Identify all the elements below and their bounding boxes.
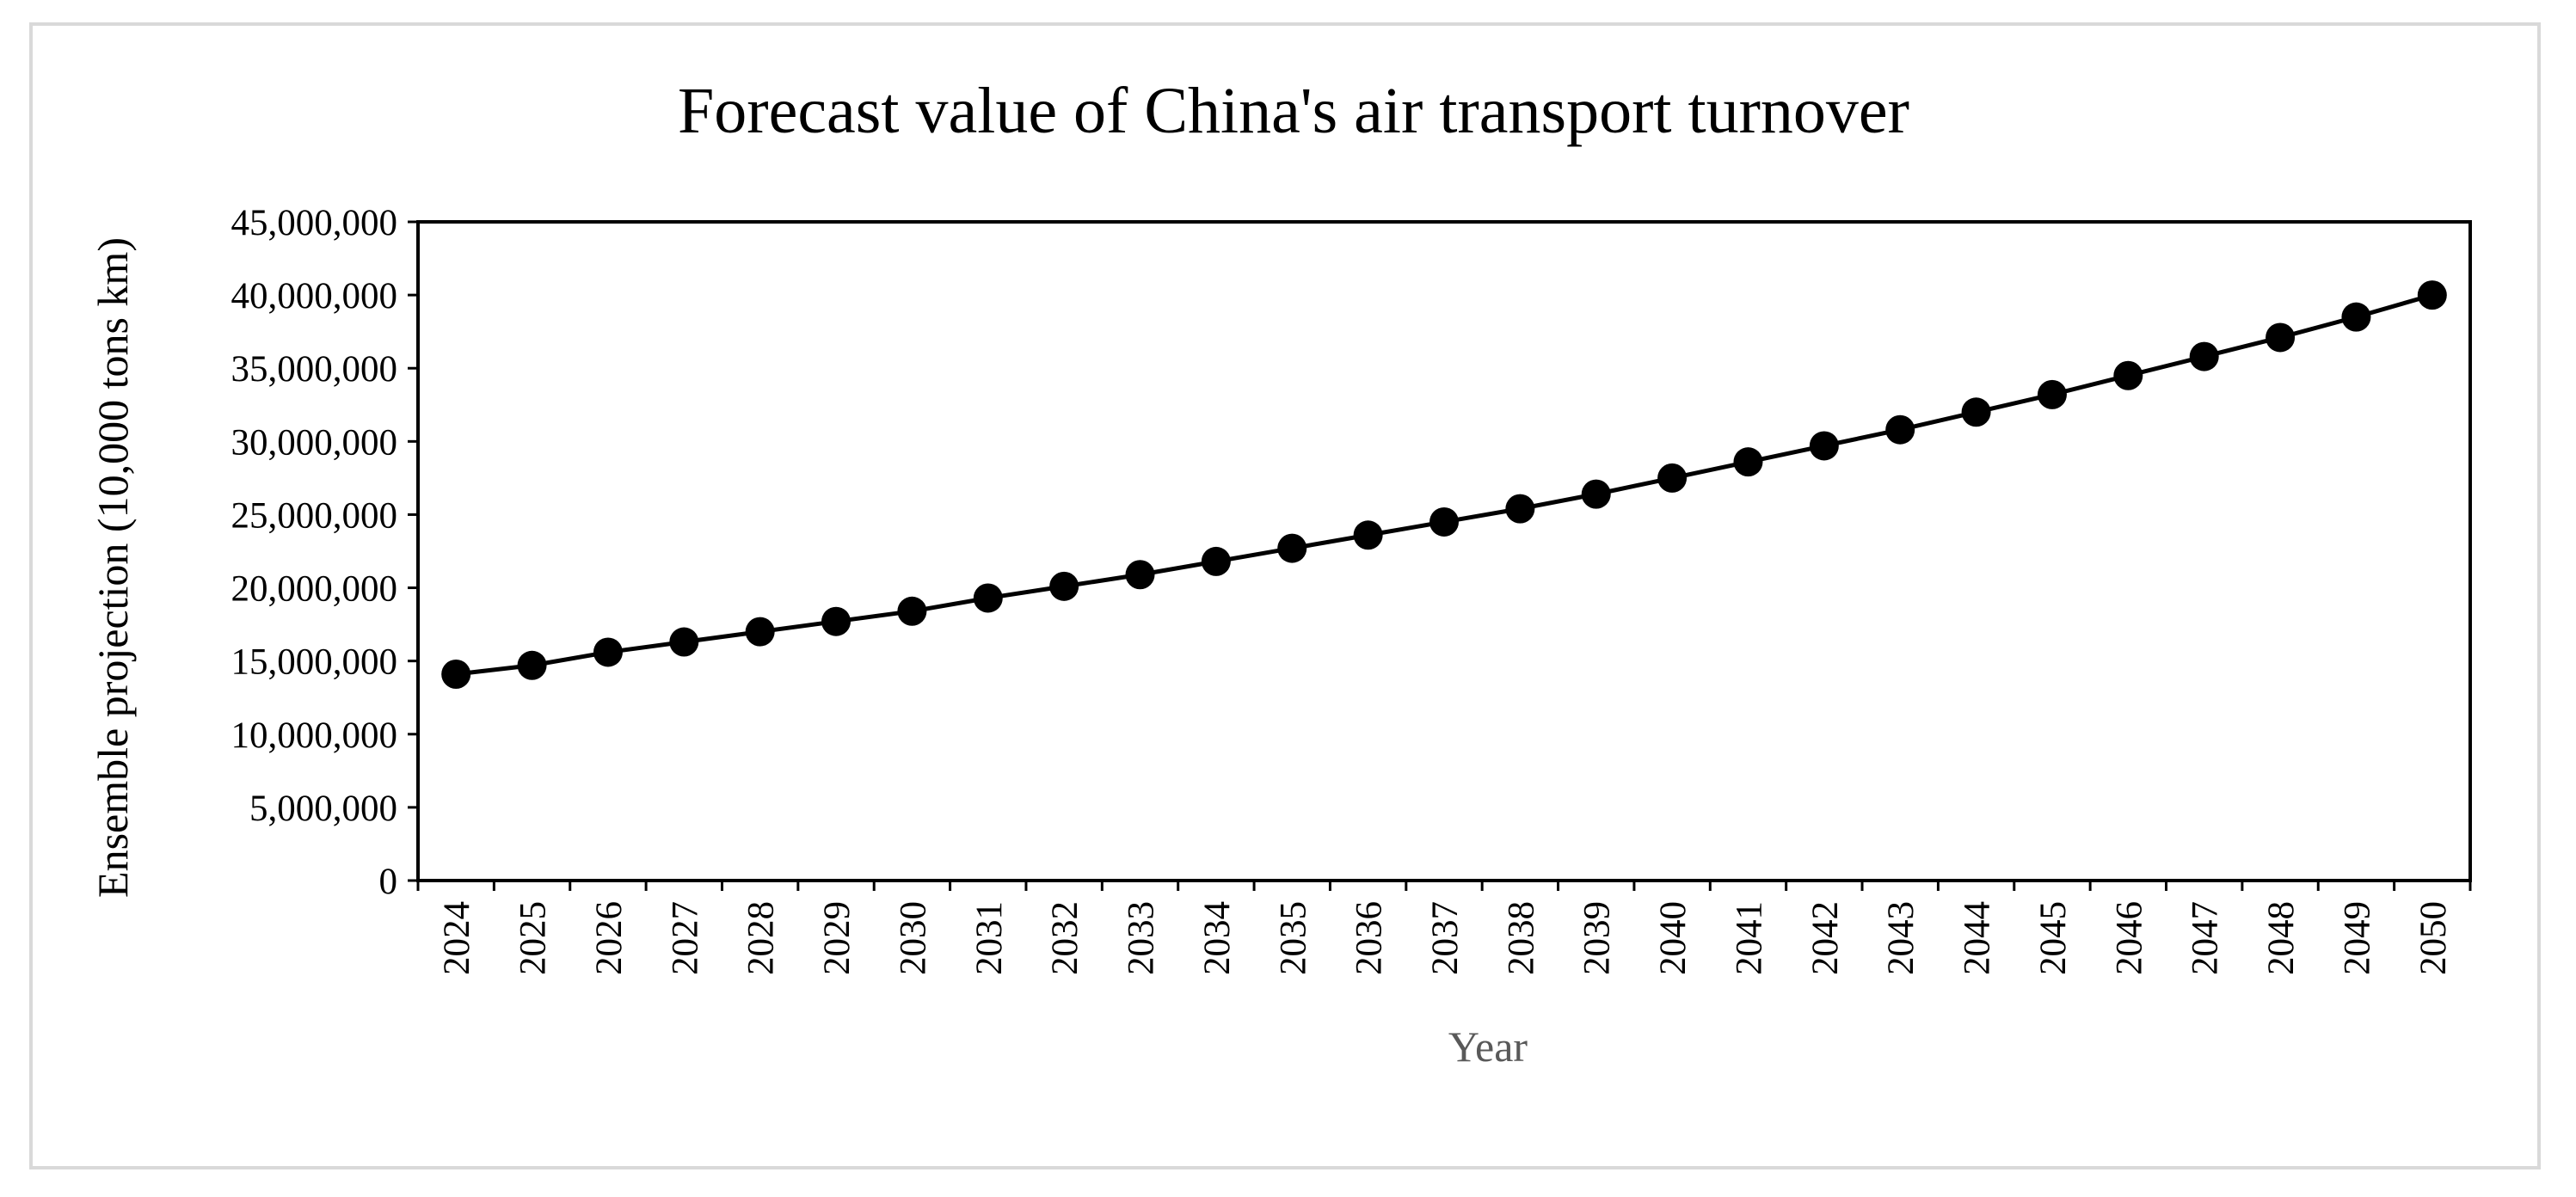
- data-point: [593, 637, 623, 667]
- y-tick-label: 15,000,000: [231, 642, 398, 683]
- x-tick-label: 2027: [665, 901, 705, 975]
- x-tick-label: 2050: [2413, 901, 2454, 975]
- x-tick-label: 2029: [817, 901, 858, 975]
- data-point: [1733, 447, 1763, 477]
- plot-area-border: [416, 220, 2472, 882]
- x-tick-label: 2041: [1729, 901, 1769, 975]
- x-tick-label: 2036: [1349, 901, 1390, 975]
- data-point: [1049, 571, 1079, 601]
- x-tick-label: 2035: [1273, 901, 1313, 975]
- series-layer: [441, 280, 2447, 689]
- data-point: [2113, 360, 2143, 390]
- y-axis-label: Ensemble projection (10,000 tons km): [89, 237, 137, 898]
- x-tick-label: 2045: [2033, 901, 2074, 975]
- data-point: [1885, 414, 1915, 445]
- data-point: [1809, 431, 1839, 461]
- data-point: [1961, 397, 1991, 427]
- x-tick-label: 2032: [1045, 901, 1085, 975]
- y-tick-label: 25,000,000: [231, 495, 398, 536]
- data-point: [2341, 302, 2371, 332]
- x-tick-label: 2025: [513, 901, 554, 975]
- x-tick-label: 2039: [1577, 901, 1618, 975]
- x-tick-label: 2046: [2109, 901, 2149, 975]
- data-point: [1581, 479, 1611, 509]
- data-point: [745, 617, 775, 647]
- x-tick-label: 2044: [1958, 901, 1998, 975]
- data-point: [2189, 341, 2219, 371]
- y-tick-label: 45,000,000: [231, 203, 398, 243]
- data-point: [1277, 533, 1307, 563]
- x-tick-label: 2024: [437, 901, 477, 975]
- data-point: [1429, 506, 1459, 537]
- y-tick-label: 20,000,000: [231, 569, 398, 610]
- data-point: [1505, 494, 1535, 524]
- data-point: [1353, 520, 1383, 550]
- y-tick-label: 35,000,000: [231, 349, 398, 390]
- data-point: [2417, 280, 2447, 310]
- data-point: [821, 606, 851, 636]
- x-axis-label: Year: [1448, 1022, 1528, 1071]
- data-point: [441, 659, 471, 689]
- data-point: [2266, 322, 2296, 353]
- x-tick-label: 2047: [2186, 901, 2226, 975]
- x-tick-label: 2034: [1197, 901, 1238, 975]
- series-line: [455, 292, 2433, 677]
- y-tick-label: 0: [379, 862, 398, 902]
- data-point: [1201, 546, 1231, 576]
- y-tick-label: 10,000,000: [231, 715, 398, 756]
- chart-svg: Forecast value of China's air transport …: [89, 75, 2472, 1071]
- x-tick-label: 2049: [2337, 901, 2377, 975]
- data-point: [2037, 379, 2067, 409]
- x-tick-label: 2030: [893, 901, 933, 975]
- y-tick-label: 5,000,000: [249, 789, 397, 829]
- x-tick-label: 2038: [1501, 901, 1541, 975]
- y-tick-label: 40,000,000: [231, 276, 398, 316]
- x-tick-label: 2042: [1805, 901, 1846, 975]
- y-tick-label: 30,000,000: [231, 422, 398, 463]
- data-point: [669, 627, 699, 657]
- x-tick-label: 2043: [1881, 901, 1921, 975]
- chart-title: Forecast value of China's air transport …: [678, 75, 1909, 147]
- chart-frame: Forecast value of China's air transport …: [29, 22, 2541, 1169]
- data-point: [1125, 560, 1155, 590]
- data-point: [897, 596, 927, 626]
- x-tick-label: 2040: [1653, 901, 1694, 975]
- axes-layer: 0 5,000,000 10,000,000 15,000,000 20,000,000…: [231, 203, 2472, 975]
- x-tick-label: 2037: [1425, 901, 1466, 975]
- data-point: [517, 650, 547, 680]
- x-tick-label: 2028: [741, 901, 782, 975]
- data-point: [973, 583, 1003, 613]
- x-tick-label: 2031: [969, 901, 1010, 975]
- data-point: [1657, 463, 1688, 493]
- x-tick-label: 2033: [1122, 901, 1162, 975]
- x-tick-label: 2048: [2261, 901, 2302, 975]
- x-tick-label: 2026: [589, 901, 630, 975]
